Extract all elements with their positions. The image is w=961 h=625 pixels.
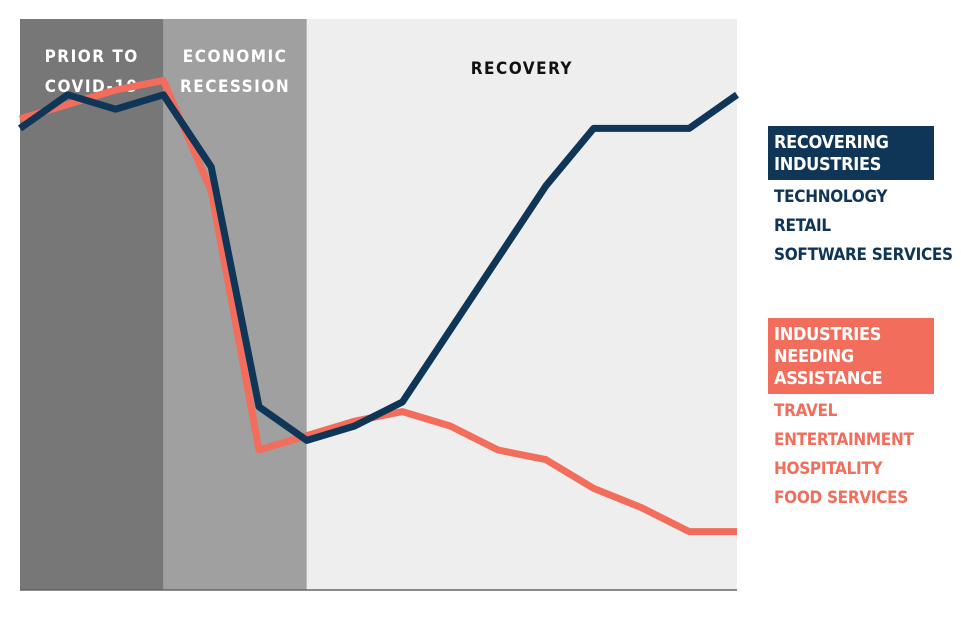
legend-industries-needing-assistance: INDUSTRIES NEEDING ASSISTANCE TRAVEL ENT… [768,318,934,513]
legend-heading-line: INDUSTRIES [774,154,882,175]
legend-list-recovering: TECHNOLOGY RETAIL SOFTWARE SERVICES [768,183,953,270]
legend-heading-recovering: RECOVERING INDUSTRIES [768,126,934,180]
legend-recovering-industries: RECOVERING INDUSTRIES TECHNOLOGY RETAIL … [768,126,953,270]
series-lines [17,76,740,536]
legend-item-technology: TECHNOLOGY [774,187,888,207]
legend-item-retail: RETAIL [774,216,831,236]
phase-label: RECOVERY [471,59,573,79]
phase-label: RECESSION [180,77,290,97]
legend-heading-line: INDUSTRIES NEEDING [774,324,882,367]
legend-item-hospitality: HOSPITALITY [774,459,883,479]
series-line [17,91,740,444]
legend-heading-line: RECOVERING [774,132,889,153]
legend-heading-line: ASSISTANCE [774,368,883,389]
legend-item-food-services: FOOD SERVICES [774,488,909,508]
phase-label: ECONOMIC [183,47,288,67]
legend-list-assistance: TRAVEL ENTERTAINMENT HOSPITALITY FOOD SE… [768,397,934,513]
legend-item-software-services: SOFTWARE SERVICES [774,245,953,265]
legend-heading-assistance: INDUSTRIES NEEDING ASSISTANCE [768,318,934,394]
legend-item-entertainment: ENTERTAINMENT [774,430,914,450]
phase-label: PRIOR TO [45,47,139,67]
legend-item-travel: TRAVEL [774,401,838,421]
phase-labels: PRIOR TOCOVID-19ECONOMICRECESSIONRECOVER… [45,47,573,97]
phase-band [306,19,737,590]
